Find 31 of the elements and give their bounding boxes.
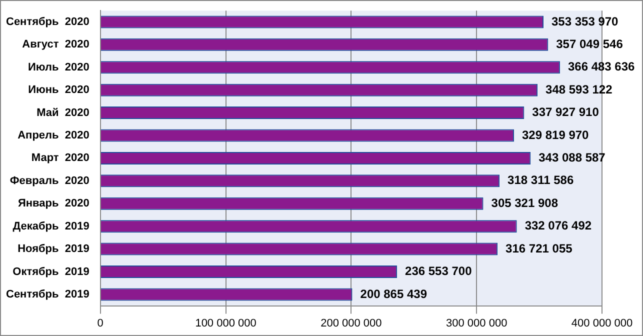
- y-tick-label: Май 2020: [36, 106, 90, 119]
- y-tick-label: Октябрь 2019: [12, 266, 90, 278]
- y-tick-label: Декабрь 2019: [12, 220, 90, 232]
- x-tick-label: 100 000 000: [195, 317, 256, 330]
- data-label: 353 353 970: [552, 14, 619, 28]
- data-label: 200 865 439: [360, 286, 428, 301]
- y-tick-label: Апрель 2020: [18, 130, 90, 142]
- data-label: 305 321 908: [491, 196, 558, 210]
- data-label: 357 049 546: [556, 36, 624, 51]
- data-label: 316 721 055: [506, 241, 573, 256]
- x-tick-label: 300 000 000: [446, 317, 508, 330]
- y-tick-label: Февраль 2020: [10, 174, 90, 187]
- y-tick-label: Июль 2020: [28, 61, 90, 74]
- data-label: 337 927 910: [532, 105, 600, 120]
- data-label: 318 311 586: [508, 173, 574, 188]
- data-label: 366 483 636: [568, 60, 636, 74]
- x-tick-label: 200 000 000: [320, 317, 382, 330]
- y-tick-label: Январь 2020: [18, 198, 90, 210]
- x-tick-label: 400 000 000: [571, 317, 633, 330]
- data-label: 329 819 970: [522, 128, 590, 142]
- y-tick-label: Сентябрь 2019: [6, 288, 90, 300]
- data-label: 236 553 700: [405, 264, 472, 278]
- data-label: 343 088 587: [538, 150, 606, 165]
- y-tick-label: Сентябрь 2020: [6, 16, 90, 28]
- x-tick-label: 0: [97, 317, 104, 330]
- y-tick-label: Ноябрь 2019: [18, 243, 90, 256]
- y-tick-label: Август 2020: [22, 38, 90, 51]
- data-label: 348 593 122: [546, 82, 613, 96]
- y-tick-label: Март 2020: [31, 152, 90, 164]
- data-label: 332 076 492: [524, 218, 592, 233]
- y-tick-label: Июнь 2020: [28, 84, 90, 96]
